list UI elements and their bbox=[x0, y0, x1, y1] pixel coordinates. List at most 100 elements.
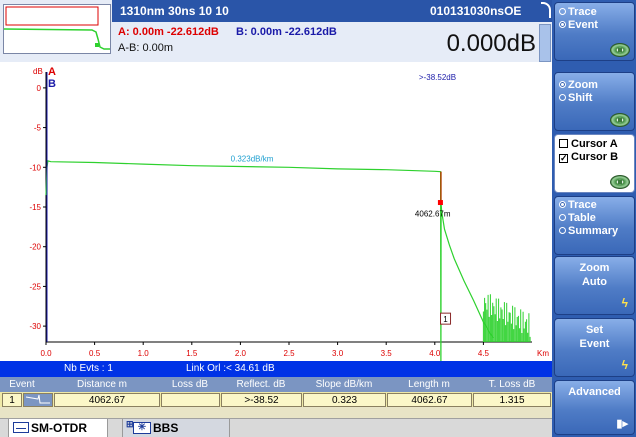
chart-axes: dB Km bbox=[33, 67, 549, 358]
y-tick-label: -5 bbox=[34, 124, 42, 133]
y-tick-label: -25 bbox=[29, 282, 41, 291]
event-type-icon bbox=[23, 393, 53, 407]
zoom-shift-toggle-key[interactable]: Zoom Shift bbox=[554, 72, 635, 131]
event-summary-bar: Nb Evts : 1 Link Orl :< 34.61 dB bbox=[0, 361, 552, 377]
view-mode-key[interactable]: Trace Table Summary bbox=[554, 196, 635, 255]
file-id: 010131030nsOE bbox=[430, 4, 522, 18]
option-zoom[interactable]: Zoom bbox=[555, 79, 634, 92]
otdr-trace-plot[interactable]: dB Km 0.0 0.5 1.0 1.5 2.0 2.5 3.0 3.5 4.0 4.5 0 -5 -1… bbox=[0, 62, 552, 361]
col-slope: Slope dB/km bbox=[315, 379, 373, 390]
wavelength-pulse-info: 1310nm 30ns 10 10 bbox=[120, 4, 229, 18]
trace-event-toggle-key[interactable]: Trace Event bbox=[554, 2, 635, 61]
x-tick-label: 2.0 bbox=[235, 349, 247, 358]
x-tick-label: 4.0 bbox=[429, 349, 441, 358]
lightning-icon: ϟ bbox=[621, 358, 628, 372]
event-number-marker: 1 bbox=[443, 315, 448, 324]
cursor-a-readout: A: 0.00m -22.612dB bbox=[118, 26, 219, 38]
ab-loss-readout: 0.000dB bbox=[446, 30, 536, 57]
link-orl: Link Orl :< 34.61 dB bbox=[186, 363, 275, 374]
x-tick-label: 4.5 bbox=[478, 349, 490, 358]
option-view-summary[interactable]: Summary bbox=[555, 225, 634, 238]
col-tloss: T. Loss dB bbox=[488, 379, 536, 390]
rotary-knob-icon bbox=[610, 175, 630, 189]
advanced-label: Advanced bbox=[568, 386, 621, 398]
option-shift[interactable]: Shift bbox=[555, 92, 634, 105]
overview-trace-svg bbox=[4, 6, 110, 50]
col-loss: Loss dB bbox=[171, 379, 209, 390]
otdr-trace-icon bbox=[13, 422, 29, 433]
x-tick-label: 0.5 bbox=[89, 349, 101, 358]
radio-off-icon bbox=[559, 94, 566, 101]
event-length: 4062.67 bbox=[387, 393, 472, 407]
event-reflectance: >-38.52 bbox=[221, 393, 302, 407]
tab-sm-otdr[interactable]: SM-OTDR bbox=[8, 419, 108, 437]
trace-chart-svg: dB Km 0.0 0.5 1.0 1.5 2.0 2.5 3.0 3.5 4.0 4.5 0 -5 -1… bbox=[29, 66, 549, 361]
softkey-panel: Trace Event Zoom Shift Cursor A ✓ Cursor … bbox=[552, 0, 636, 437]
set-event-button[interactable]: Set Event ϟ bbox=[554, 318, 635, 377]
header-scroll-handle[interactable] bbox=[539, 24, 551, 62]
y-tick-label: -30 bbox=[29, 322, 41, 331]
event-table-header: Event Distance m Loss dB Reflect. dB Slo… bbox=[0, 377, 552, 392]
ab-distance-readout: A-B: 0.00m bbox=[118, 42, 174, 54]
event-loss bbox=[161, 393, 220, 407]
y-tick-label: -15 bbox=[29, 203, 41, 212]
chart-ticks: 0.0 0.5 1.0 1.5 2.0 2.5 3.0 3.5 4.0 4.5 0 -5 -10 -15 -… bbox=[29, 84, 489, 358]
x-tick-label: 0.0 bbox=[40, 349, 52, 358]
event-number-box bbox=[440, 312, 452, 325]
radio-off-icon bbox=[559, 8, 566, 15]
trace-line bbox=[45, 160, 494, 361]
tab-bbs[interactable]: ⊞ ✳ BBS bbox=[122, 419, 230, 437]
option-event[interactable]: Event bbox=[555, 19, 634, 32]
event-total-loss: 1.315 bbox=[473, 393, 551, 407]
x-tick-label: 1.5 bbox=[186, 349, 198, 358]
event-slope: 0.323 bbox=[303, 393, 386, 407]
col-length: Length m bbox=[408, 379, 450, 390]
event-distance: 4062.67 bbox=[54, 393, 160, 407]
y-unit-label: dB bbox=[33, 67, 43, 76]
radio-on-icon bbox=[559, 201, 566, 208]
col-event: Event bbox=[9, 379, 35, 390]
event-point bbox=[437, 200, 443, 206]
trace-series bbox=[45, 160, 531, 361]
zoom-auto-label-2: Auto bbox=[581, 276, 608, 288]
y-tick-label: -10 bbox=[29, 163, 41, 172]
option-view-table[interactable]: Table bbox=[555, 212, 634, 225]
x-tick-label: 1.0 bbox=[138, 349, 150, 358]
set-event-label-2: Event bbox=[579, 338, 610, 350]
module-tab-bar: SM-OTDR ⊞ ✳ BBS bbox=[0, 418, 552, 437]
expand-icon: ⊞ bbox=[126, 419, 134, 429]
reflective-event-icon bbox=[25, 394, 50, 404]
rotary-knob-icon bbox=[610, 113, 630, 127]
trace-overview-thumbnail[interactable] bbox=[3, 4, 111, 54]
col-reflect: Reflect. dB bbox=[236, 379, 286, 390]
option-cursor-a[interactable]: Cursor A bbox=[555, 138, 634, 151]
zoom-auto-button[interactable]: Zoom Auto ϟ bbox=[554, 256, 635, 315]
overview-event-dot bbox=[95, 43, 99, 47]
trace-info-header: 1310nm 30ns 10 10 010131030nsOE A: 0.00m… bbox=[0, 0, 552, 62]
option-cursor-b[interactable]: ✓ Cursor B bbox=[559, 151, 619, 163]
checkbox-unchecked-icon bbox=[559, 139, 568, 148]
advanced-button[interactable]: Advanced ▮▸ bbox=[554, 380, 635, 435]
trace-noise-floor bbox=[482, 294, 531, 342]
checkbox-checked-icon: ✓ bbox=[559, 153, 568, 163]
option-view-trace[interactable]: Trace bbox=[555, 199, 634, 212]
event-number: 1 bbox=[2, 393, 22, 407]
cursor-a-marker: A bbox=[48, 66, 56, 78]
table-row[interactable]: 1 4062.67 >-38.52 0.323 4062.67 1.315 bbox=[0, 392, 552, 407]
y-tick-label: 0 bbox=[37, 84, 42, 93]
cursor-b-marker: B bbox=[48, 78, 56, 90]
zoom-auto-label-1: Zoom bbox=[579, 262, 610, 274]
overview-zoom-rect bbox=[5, 6, 99, 26]
exit-arrow-icon: ▮▸ bbox=[616, 418, 628, 430]
radio-on-icon bbox=[559, 81, 566, 88]
x-tick-label: 2.5 bbox=[283, 349, 295, 358]
reflectance-label: >-38.52dB bbox=[419, 73, 456, 82]
cursor-select-key[interactable]: Cursor A ✓ Cursor B bbox=[554, 134, 635, 193]
y-tick-label: -20 bbox=[29, 243, 41, 252]
event-table-empty-area bbox=[0, 407, 552, 418]
col-distance: Distance m bbox=[76, 379, 127, 390]
chart-annotations: AB >-38.52dB 0.323dB/km 4062.67m 1 bbox=[46, 66, 456, 342]
tab-sm-otdr-label: SM-OTDR bbox=[31, 421, 87, 435]
option-trace[interactable]: Trace bbox=[555, 6, 634, 19]
rotary-knob-icon bbox=[610, 43, 630, 57]
